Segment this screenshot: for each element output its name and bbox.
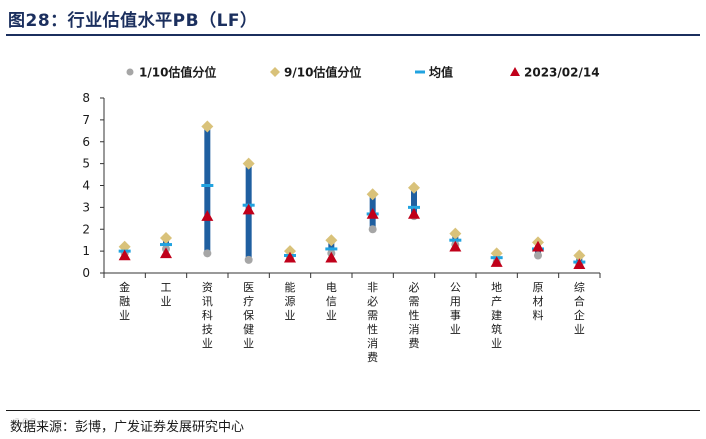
legend-mean-label: 均值 xyxy=(429,65,453,80)
y-tick-label: 2 xyxy=(82,222,90,236)
mean-marker xyxy=(449,238,462,242)
current-marker xyxy=(366,207,379,219)
y-axis: 0 1 2 3 4 5 6 7 8 xyxy=(82,91,105,280)
chart-legend: 1/10估值分位 9/10估值分位 均值 2023/02/14 xyxy=(126,65,600,80)
x-tick-label: 公用事业 xyxy=(450,281,461,336)
x-tick-label: 原材料 xyxy=(533,281,544,322)
mean-marker xyxy=(325,247,338,251)
p90-marker xyxy=(408,181,420,194)
x-tick-label: 非必需性消费 xyxy=(367,281,378,364)
p90-marker xyxy=(201,120,214,133)
x-tick-label: 能源业 xyxy=(285,280,296,322)
current-marker xyxy=(118,249,131,261)
p10-marker xyxy=(244,255,253,264)
figure-title: 图28：行业估值水平PB（LF） xyxy=(8,11,258,31)
y-tick-label: 3 xyxy=(82,200,90,214)
current-marker xyxy=(242,203,255,215)
title-rule xyxy=(6,34,700,36)
p10-marker xyxy=(203,249,212,258)
current-marker xyxy=(490,256,503,267)
p10-marker xyxy=(368,225,377,234)
x-tick-label: 综合企业 xyxy=(574,280,585,336)
x-tick-label: 地产建筑业 xyxy=(491,281,502,350)
x-tick-label: 必需性消费 xyxy=(409,281,420,350)
p90-marker xyxy=(160,232,172,244)
x-tick-label: 医疗保健业 xyxy=(243,281,254,350)
source-rule xyxy=(6,410,700,411)
x-tick-label: 电信业 xyxy=(326,281,337,322)
x-tick-label: 资讯科技业 xyxy=(202,281,213,350)
y-tick-label: 7 xyxy=(82,113,90,127)
mean-marker xyxy=(201,184,214,187)
x-tick-label: 工业 xyxy=(161,281,172,308)
x-axis: 金融业 工业 资讯科技业 医疗保健业 能源业 电信业 非必需性消费 必需性消费 公用事业 地产建筑… xyxy=(103,272,601,364)
p90-marker xyxy=(325,234,338,247)
x-tick-label: 金融业 xyxy=(119,280,130,322)
current-marker xyxy=(201,210,214,221)
y-tick-label: 6 xyxy=(82,135,90,149)
legend-p90-swatch xyxy=(270,67,280,77)
p90-marker xyxy=(573,249,586,262)
current-marker xyxy=(284,251,296,263)
y-tick-label: 4 xyxy=(82,179,90,193)
range-bar xyxy=(328,240,335,254)
legend-current-label: 2023/02/14 xyxy=(524,66,600,80)
current-marker xyxy=(325,251,338,263)
y-tick-label: 5 xyxy=(82,157,90,171)
legend-current-swatch xyxy=(510,67,520,76)
p10-marker xyxy=(534,251,542,260)
p90-marker xyxy=(366,188,379,201)
current-marker xyxy=(449,240,462,252)
watermark: 108 xyxy=(14,416,37,430)
current-marker xyxy=(408,207,420,219)
data-marks xyxy=(118,120,586,270)
y-tick-label: 1 xyxy=(82,244,90,258)
p90-marker xyxy=(449,227,462,240)
mean-marker xyxy=(160,243,172,247)
range-bar xyxy=(411,187,417,217)
current-marker xyxy=(573,258,586,270)
p90-marker xyxy=(242,157,255,170)
y-tick-label: 0 xyxy=(82,266,90,280)
legend-p10-label: 1/10估值分位 xyxy=(139,65,216,80)
legend-p10-swatch xyxy=(126,68,134,76)
current-marker xyxy=(532,240,544,252)
current-marker xyxy=(160,247,172,259)
source-note: 数据来源：彭博，广发证券发展研究中心 xyxy=(10,420,245,435)
mean-marker xyxy=(408,205,420,209)
range-bar xyxy=(204,126,211,254)
legend-p90-label: 9/10估值分位 xyxy=(284,65,361,80)
range-bars xyxy=(121,126,583,265)
legend-mean-swatch xyxy=(415,70,425,74)
y-tick-label: 8 xyxy=(82,91,90,105)
